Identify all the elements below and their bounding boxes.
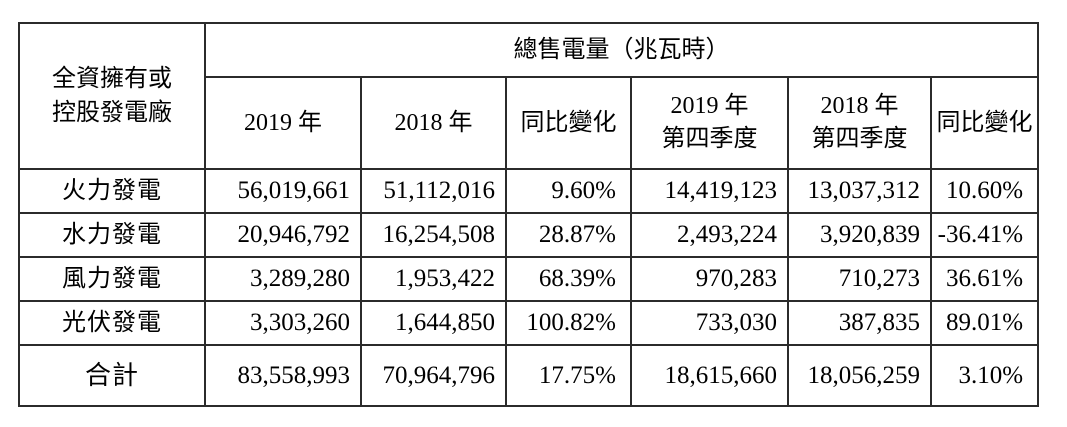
cell-total-2018-q4: 18,056,259: [787, 344, 932, 407]
col-header-yoy-line1: 同比變化: [520, 109, 617, 136]
table-row-solar: 光伏發電 3,303,260 1,644,850 100.82% 733,030…: [18, 300, 1040, 346]
cell-solar-2019: 3,303,260: [204, 300, 362, 346]
cell-thermal-q4-yoy: 10.60%: [929, 168, 1040, 214]
corner-header-line2: 控股發電廠: [52, 100, 172, 126]
cell-thermal-2019-q4: 14,419,123: [630, 168, 789, 214]
col-header-2018-q4: 2018 年 第四季度: [787, 76, 932, 170]
col-header-2018-q4-line1: 2018 年: [820, 93, 899, 119]
cell-solar-2018-q4: 387,835: [787, 300, 932, 346]
corner-header-line1: 全資擁有或: [52, 66, 172, 92]
cell-solar-2019-q4: 733,030: [630, 300, 789, 346]
col-header-2018: 2018 年: [360, 76, 507, 170]
row-label-wind: 風力發電: [18, 256, 206, 302]
table-row-hydro: 水力發電 20,946,792 16,254,508 28.87% 2,493,…: [18, 212, 1040, 258]
cell-wind-2018: 1,953,422: [360, 256, 507, 302]
col-header-2019-q4-line2: 第四季度: [661, 126, 758, 152]
col-header-2019-q4-line1: 2019 年: [670, 93, 749, 119]
table-row-wind: 風力發電 3,289,280 1,953,422 68.39% 970,283 …: [18, 256, 1040, 302]
cell-solar-q4-yoy: 89.01%: [929, 300, 1040, 346]
cell-wind-q4-yoy: 36.61%: [929, 256, 1040, 302]
cell-total-2019-q4: 18,615,660: [630, 344, 789, 407]
cell-hydro-2019-q4: 2,493,224: [630, 212, 789, 258]
cell-total-yoy: 17.75%: [505, 344, 632, 407]
electricity-sales-table: 全資擁有或 控股發電廠 總售電量（兆瓦時） 2019 年 2018 年 同比變化: [18, 22, 1040, 407]
col-header-q4-yoy: 同比變化: [929, 76, 1040, 170]
cell-hydro-q4-yoy: -36.41%: [929, 212, 1040, 258]
cell-total-2018: 70,964,796: [360, 344, 507, 407]
cell-thermal-2019: 56,019,661: [204, 168, 362, 214]
cell-solar-yoy: 100.82%: [505, 300, 632, 346]
cell-wind-2018-q4: 710,273: [787, 256, 932, 302]
row-label-total: 合計: [18, 344, 206, 407]
corner-header-plants: 全資擁有或 控股發電廠: [18, 22, 206, 170]
cell-thermal-2018: 51,112,016: [360, 168, 507, 214]
col-header-2018-line1: 2018 年: [394, 109, 473, 136]
cell-wind-yoy: 68.39%: [505, 256, 632, 302]
cell-thermal-2018-q4: 13,037,312: [787, 168, 932, 214]
col-header-yoy: 同比變化: [505, 76, 632, 170]
col-header-2019-line1: 2019 年: [244, 109, 322, 136]
row-label-solar: 光伏發電: [18, 300, 206, 346]
table-row-total: 合計 83,558,993 70,964,796 17.75% 18,615,6…: [18, 344, 1040, 407]
row-label-thermal: 火力發電: [18, 168, 206, 214]
row-label-hydro: 水力發電: [18, 212, 206, 258]
cell-hydro-2018: 16,254,508: [360, 212, 507, 258]
group-header-total-sales: 總售電量（兆瓦時）: [203, 22, 1040, 78]
cell-thermal-yoy: 9.60%: [505, 168, 632, 214]
cell-hydro-2018-q4: 3,920,839: [787, 212, 932, 258]
cell-wind-2019: 3,289,280: [204, 256, 362, 302]
header-row-group: 全資擁有或 控股發電廠 總售電量（兆瓦時）: [18, 22, 1040, 170]
cell-hydro-2019: 20,946,792: [204, 212, 362, 258]
cell-hydro-yoy: 28.87%: [505, 212, 632, 258]
cell-wind-2019-q4: 970,283: [630, 256, 789, 302]
cell-solar-2018: 1,644,850: [360, 300, 507, 346]
cell-total-q4-yoy: 3.10%: [929, 344, 1040, 407]
col-header-2019: 2019 年: [204, 76, 362, 170]
col-header-2018-q4-line2: 第四季度: [811, 126, 908, 152]
col-header-q4-yoy-line1: 同比變化: [936, 109, 1033, 136]
cell-total-2019: 83,558,993: [204, 344, 362, 407]
table-row-thermal: 火力發電 56,019,661 51,112,016 9.60% 14,419,…: [18, 168, 1040, 214]
col-header-2019-q4: 2019 年 第四季度: [630, 76, 789, 170]
header-row-columns: 2019 年 2018 年 同比變化 2019 年 第四季度 2018 年: [19, 76, 1040, 170]
